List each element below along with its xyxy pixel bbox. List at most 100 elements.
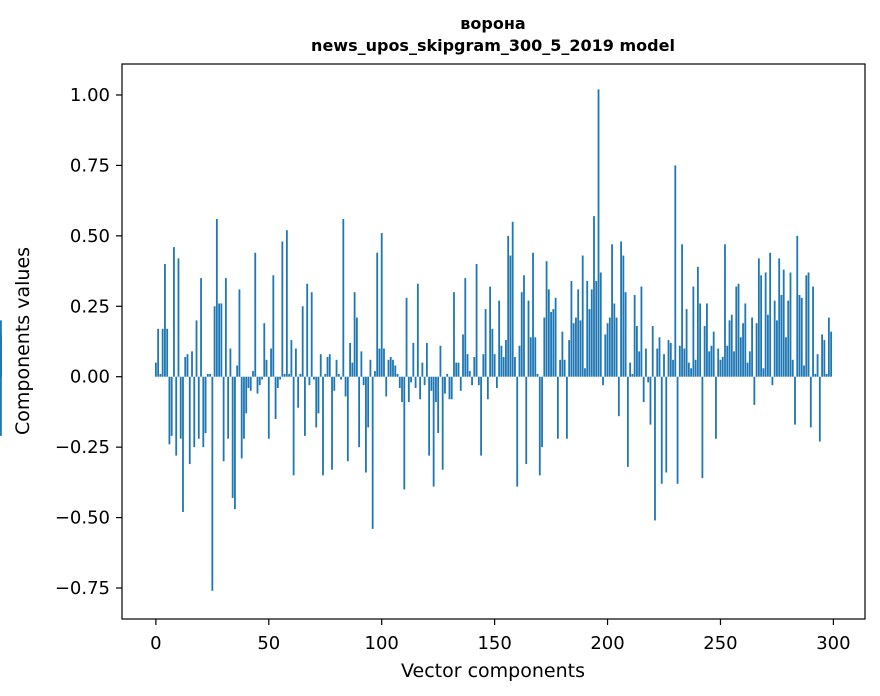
bar: [164, 264, 166, 377]
bar: [748, 351, 751, 377]
bar: [324, 373, 327, 377]
bar: [570, 280, 573, 377]
bar: [796, 235, 799, 377]
bar: [667, 340, 670, 377]
bar: [195, 320, 198, 377]
bar: [453, 292, 455, 377]
bar: [349, 342, 351, 377]
plot-frame: [121, 63, 866, 620]
bar: [489, 286, 492, 377]
bar: [351, 362, 354, 377]
bar: [389, 356, 392, 377]
bar: [746, 362, 749, 377]
bar: [256, 376, 259, 394]
bar: [658, 337, 661, 377]
bar: [175, 376, 178, 456]
bar: [726, 345, 729, 377]
bar: [532, 252, 534, 377]
bar: [708, 351, 711, 377]
bar: [818, 376, 821, 442]
bar: [505, 340, 507, 377]
bar: [565, 376, 568, 439]
bar: [785, 337, 787, 377]
bar: [272, 275, 275, 377]
bar: [721, 356, 724, 377]
bar: [376, 252, 379, 377]
bar: [685, 309, 688, 377]
bar: [0, 376, 2, 436]
bar: [800, 297, 803, 377]
bar: [823, 340, 826, 377]
bar: [794, 376, 796, 425]
bar: [660, 376, 663, 484]
bar: [423, 376, 426, 386]
bar: [240, 376, 243, 459]
bar: [814, 373, 817, 377]
bar: [728, 320, 731, 377]
bar: [444, 376, 446, 394]
bar: [238, 289, 241, 377]
bar: [186, 354, 189, 377]
bar: [507, 235, 510, 377]
bar: [687, 362, 690, 377]
bar: [430, 376, 433, 391]
bar: [263, 323, 266, 377]
bar: [414, 376, 417, 388]
bar: [712, 331, 715, 377]
bar: [798, 295, 801, 377]
bar: [757, 258, 760, 377]
bar: [446, 373, 449, 377]
bar: [437, 376, 440, 434]
bar: [168, 376, 171, 445]
bar: [518, 345, 521, 377]
bar: [710, 345, 713, 377]
bar: [224, 278, 227, 377]
bar: [473, 356, 476, 377]
bar: [383, 348, 385, 377]
bar: [218, 303, 221, 377]
bar: [575, 317, 577, 377]
bar: [484, 309, 487, 377]
x-tick-label: 300: [816, 633, 850, 654]
bar: [538, 376, 541, 476]
bar: [229, 348, 232, 377]
y-tick-label: 0.75: [70, 155, 110, 176]
bar: [398, 376, 401, 388]
bar: [586, 280, 589, 377]
bar: [674, 165, 677, 377]
bar: [310, 292, 313, 377]
bar: [457, 362, 460, 377]
bar: [595, 280, 598, 377]
bar: [204, 376, 207, 434]
bar: [405, 297, 408, 377]
bar: [590, 289, 593, 377]
bar: [450, 376, 453, 400]
bar: [154, 362, 157, 377]
y-tick-label: −0.25: [55, 437, 110, 458]
bar: [498, 300, 501, 377]
bar: [606, 323, 609, 377]
bar: [247, 376, 250, 388]
bar: [340, 376, 342, 380]
bar: [317, 376, 320, 414]
bar: [285, 230, 288, 377]
bar: [525, 376, 528, 465]
x-tick-label: 50: [257, 633, 280, 654]
bar: [475, 264, 478, 377]
bar: [495, 376, 498, 388]
bar: [331, 376, 333, 470]
bar: [319, 354, 322, 377]
bar: [378, 348, 381, 377]
bar: [392, 359, 394, 377]
bar: [306, 283, 309, 377]
bar: [550, 311, 552, 377]
bar: [669, 342, 672, 377]
bar: [651, 326, 654, 377]
chart-title: ворона: [460, 14, 525, 33]
bar: [265, 359, 268, 377]
bar: [270, 348, 272, 377]
bar: [789, 272, 792, 377]
bar: [396, 373, 399, 377]
bar: [514, 356, 516, 377]
bar: [236, 365, 239, 377]
